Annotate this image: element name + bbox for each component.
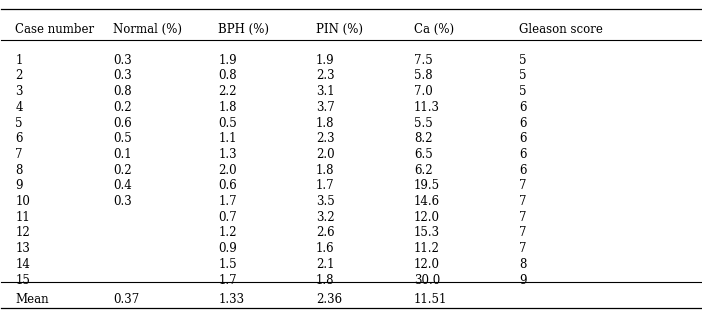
Text: 0.5: 0.5 xyxy=(218,117,237,130)
Text: 6: 6 xyxy=(519,132,526,145)
Text: 11.51: 11.51 xyxy=(414,293,447,306)
Text: 7: 7 xyxy=(519,226,526,239)
Text: 19.5: 19.5 xyxy=(414,179,440,193)
Text: Gleason score: Gleason score xyxy=(519,23,603,36)
Text: 2.3: 2.3 xyxy=(316,69,335,82)
Text: 13: 13 xyxy=(15,242,30,255)
Text: 1.6: 1.6 xyxy=(316,242,335,255)
Text: 14: 14 xyxy=(15,258,30,271)
Text: 0.6: 0.6 xyxy=(113,117,132,130)
Text: 6: 6 xyxy=(519,164,526,177)
Text: 2.2: 2.2 xyxy=(218,85,237,98)
Text: 7.0: 7.0 xyxy=(414,85,432,98)
Text: 7: 7 xyxy=(519,242,526,255)
Text: 6: 6 xyxy=(519,117,526,130)
Text: Case number: Case number xyxy=(15,23,95,36)
Text: 0.4: 0.4 xyxy=(113,179,132,193)
Text: 2.1: 2.1 xyxy=(316,258,335,271)
Text: 0.7: 0.7 xyxy=(218,211,237,224)
Text: 11.2: 11.2 xyxy=(414,242,440,255)
Text: 7: 7 xyxy=(15,148,23,161)
Text: 5.8: 5.8 xyxy=(414,69,432,82)
Text: 6: 6 xyxy=(15,132,23,145)
Text: 14.6: 14.6 xyxy=(414,195,440,208)
Text: 5: 5 xyxy=(519,85,526,98)
Text: 0.2: 0.2 xyxy=(113,101,132,114)
Text: 10: 10 xyxy=(15,195,30,208)
Text: 1.2: 1.2 xyxy=(218,226,237,239)
Text: 3.5: 3.5 xyxy=(316,195,335,208)
Text: PIN (%): PIN (%) xyxy=(316,23,363,36)
Text: 30.0: 30.0 xyxy=(414,274,440,286)
Text: 1.5: 1.5 xyxy=(218,258,237,271)
Text: 0.3: 0.3 xyxy=(113,54,132,67)
Text: 0.3: 0.3 xyxy=(113,195,132,208)
Text: 7.5: 7.5 xyxy=(414,54,432,67)
Text: 9: 9 xyxy=(15,179,23,193)
Text: 12.0: 12.0 xyxy=(414,211,440,224)
Text: 6: 6 xyxy=(519,101,526,114)
Text: 1.7: 1.7 xyxy=(218,274,237,286)
Text: Ca (%): Ca (%) xyxy=(414,23,454,36)
Text: 11: 11 xyxy=(15,211,30,224)
Text: 7: 7 xyxy=(519,211,526,224)
Text: 0.3: 0.3 xyxy=(113,69,132,82)
Text: 4: 4 xyxy=(15,101,23,114)
Text: 1.7: 1.7 xyxy=(316,179,335,193)
Text: 2.36: 2.36 xyxy=(316,293,342,306)
Text: 15.3: 15.3 xyxy=(414,226,440,239)
Text: 5.5: 5.5 xyxy=(414,117,432,130)
Text: 0.8: 0.8 xyxy=(113,85,132,98)
Text: 1.3: 1.3 xyxy=(218,148,237,161)
Text: 1.7: 1.7 xyxy=(218,195,237,208)
Text: 1.8: 1.8 xyxy=(316,117,335,130)
Text: 7: 7 xyxy=(519,195,526,208)
Text: 8: 8 xyxy=(519,258,526,271)
Text: 11.3: 11.3 xyxy=(414,101,440,114)
Text: 2.3: 2.3 xyxy=(316,132,335,145)
Text: 6.5: 6.5 xyxy=(414,148,432,161)
Text: 6.2: 6.2 xyxy=(414,164,432,177)
Text: 0.37: 0.37 xyxy=(113,293,140,306)
Text: 12.0: 12.0 xyxy=(414,258,440,271)
Text: 1.8: 1.8 xyxy=(316,164,335,177)
Text: Mean: Mean xyxy=(15,293,49,306)
Text: 8: 8 xyxy=(15,164,22,177)
Text: 9: 9 xyxy=(519,274,526,286)
Text: 2.0: 2.0 xyxy=(316,148,335,161)
Text: 5: 5 xyxy=(519,69,526,82)
Text: 6: 6 xyxy=(519,148,526,161)
Text: 1: 1 xyxy=(15,54,22,67)
Text: 1.33: 1.33 xyxy=(218,293,244,306)
Text: 0.5: 0.5 xyxy=(113,132,132,145)
Text: 2.6: 2.6 xyxy=(316,226,335,239)
Text: 1.8: 1.8 xyxy=(316,274,335,286)
Text: 3: 3 xyxy=(15,85,23,98)
Text: 8.2: 8.2 xyxy=(414,132,432,145)
Text: 3.7: 3.7 xyxy=(316,101,335,114)
Text: 12: 12 xyxy=(15,226,30,239)
Text: 1.8: 1.8 xyxy=(218,101,237,114)
Text: 1.9: 1.9 xyxy=(218,54,237,67)
Text: 1.9: 1.9 xyxy=(316,54,335,67)
Text: BPH (%): BPH (%) xyxy=(218,23,269,36)
Text: 15: 15 xyxy=(15,274,30,286)
Text: 5: 5 xyxy=(15,117,23,130)
Text: 7: 7 xyxy=(519,179,526,193)
Text: 0.2: 0.2 xyxy=(113,164,132,177)
Text: 0.9: 0.9 xyxy=(218,242,237,255)
Text: 3.2: 3.2 xyxy=(316,211,335,224)
Text: 2: 2 xyxy=(15,69,22,82)
Text: 3.1: 3.1 xyxy=(316,85,335,98)
Text: 2.0: 2.0 xyxy=(218,164,237,177)
Text: 0.1: 0.1 xyxy=(113,148,132,161)
Text: Normal (%): Normal (%) xyxy=(113,23,183,36)
Text: 0.6: 0.6 xyxy=(218,179,237,193)
Text: 5: 5 xyxy=(519,54,526,67)
Text: 1.1: 1.1 xyxy=(218,132,237,145)
Text: 0.8: 0.8 xyxy=(218,69,237,82)
